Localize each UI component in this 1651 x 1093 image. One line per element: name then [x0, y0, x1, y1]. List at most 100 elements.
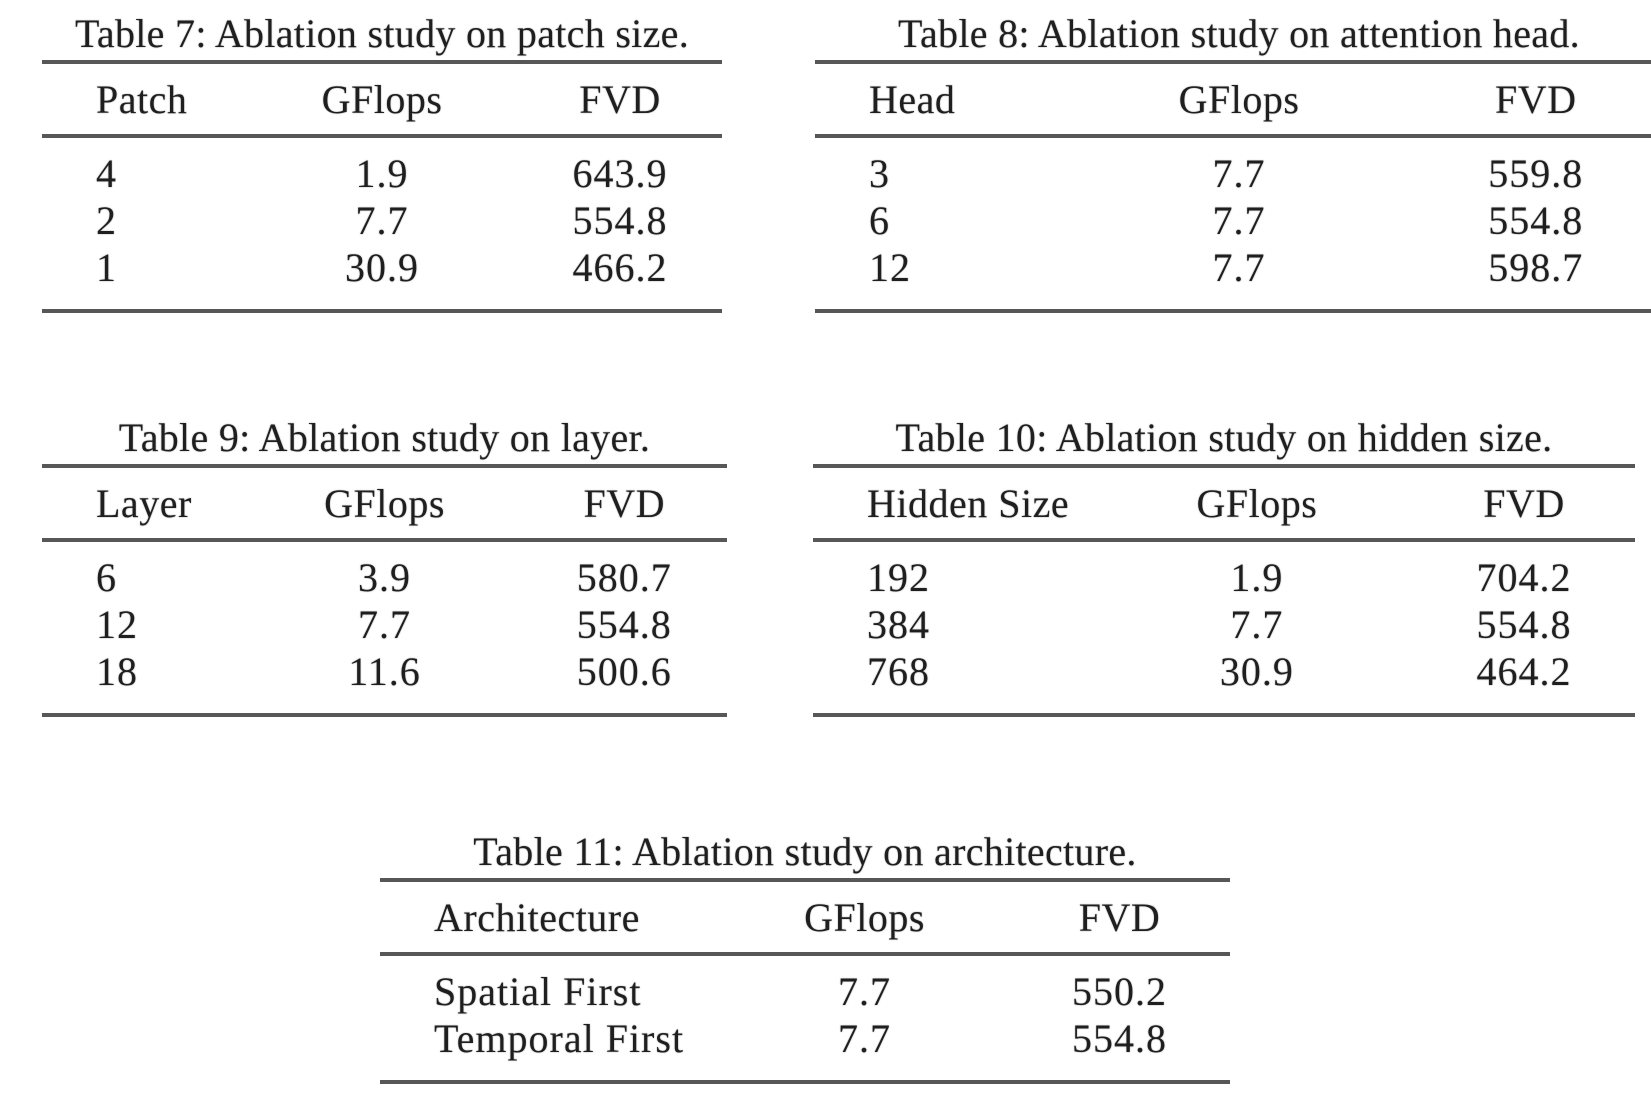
table-cell: 7.7: [838, 1016, 891, 1061]
table-cell: 554.8: [576, 602, 672, 647]
column-header: Layer: [96, 480, 192, 526]
table-10-hidden-size: Table 10: Ablation study on hidden size.…: [813, 412, 1635, 717]
table-rule-mid: [813, 538, 1635, 542]
table-11-architecture: Table 11: Ablation study on architecture…: [380, 826, 1230, 1084]
table-rule-mid: [42, 538, 727, 542]
table-caption: Table 9: Ablation study on layer.: [118, 415, 651, 460]
table-cell: 500.6: [576, 649, 672, 694]
table-rule-bottom: [380, 1080, 1230, 1084]
table-rule-mid: [42, 134, 722, 138]
table-row: Spatial First 7.7 550.2: [380, 968, 1230, 1015]
column-header: FVD: [1483, 480, 1565, 526]
column-header: FVD: [1078, 894, 1161, 940]
column-header: GFlops: [324, 480, 445, 526]
table-cell: 1: [96, 245, 117, 290]
table-cell: 554.8: [1476, 602, 1572, 647]
table-cell: 7.7: [355, 198, 409, 243]
column-header: GFlops: [321, 76, 443, 122]
table-cell: 464.2: [1476, 649, 1572, 694]
table-cell: 554.8: [572, 198, 668, 243]
header-row: Head GFlops FVD: [815, 64, 1651, 134]
table-row: 768 30.9 464.2: [813, 648, 1635, 695]
table-rule-mid: [380, 952, 1230, 956]
table-rule-bottom: [42, 713, 727, 717]
table-rule-top: [815, 60, 1651, 64]
table-cell: 3.9: [358, 555, 411, 600]
table-rule-bottom: [813, 713, 1635, 717]
table-cell: 6: [96, 555, 117, 600]
table-row: 4 1.9 643.9: [42, 150, 722, 197]
table-row: 6 3.9 580.7: [42, 554, 727, 601]
table-cell: 559.8: [1488, 151, 1584, 196]
table-cell: 7.7: [1212, 151, 1266, 196]
table-cell: 554.8: [1072, 1016, 1167, 1061]
table-row: Temporal First 7.7 554.8: [380, 1015, 1230, 1062]
column-header: FVD: [1495, 76, 1577, 122]
table-cell: 704.2: [1476, 555, 1572, 600]
table-row: 3 7.7 559.8: [815, 150, 1651, 197]
table-cell: 7.7: [1212, 245, 1266, 290]
table-cell: 30.9: [345, 245, 419, 290]
column-header: FVD: [583, 480, 666, 526]
column-header: FVD: [579, 76, 661, 122]
table-row: 2 7.7 554.8: [42, 197, 722, 244]
table-cell: 30.9: [1219, 649, 1294, 694]
table-rule-top: [42, 464, 727, 468]
table-cell: 1.9: [355, 151, 409, 196]
table-cell: 1.9: [1230, 555, 1284, 600]
table-8-attention-head: Table 8: Ablation study on attention hea…: [815, 8, 1651, 313]
table-cell: 7.7: [838, 969, 891, 1014]
column-header: Architecture: [434, 894, 640, 940]
column-header: GFlops: [804, 894, 925, 940]
table-row: 192 1.9 704.2: [813, 554, 1635, 601]
table-7-patch-size: Table 7: Ablation study on patch size. P…: [42, 8, 722, 313]
table-row: 12 7.7 598.7: [815, 244, 1651, 291]
table-row: 6 7.7 554.8: [815, 197, 1651, 244]
table-cell: 554.8: [1488, 198, 1584, 243]
table-cell: Spatial First: [434, 969, 642, 1014]
table-cell: 580.7: [576, 555, 672, 600]
table-rule-bottom: [42, 309, 722, 313]
header-row: Architecture GFlops FVD: [380, 882, 1230, 952]
column-header: GFlops: [1178, 76, 1300, 122]
table-9-layer: Table 9: Ablation study on layer. Layer …: [42, 412, 727, 717]
table-rule-mid: [815, 134, 1651, 138]
table-row: 384 7.7 554.8: [813, 601, 1635, 648]
table-cell: 18: [96, 649, 138, 694]
table-cell: 6: [869, 198, 890, 243]
header-row: Hidden Size GFlops FVD: [813, 468, 1635, 538]
table-cell: 2: [96, 198, 117, 243]
table-row: 12 7.7 554.8: [42, 601, 727, 648]
table-cell: 7.7: [1212, 198, 1266, 243]
column-header: Head: [869, 76, 956, 122]
table-caption: Table 7: Ablation study on patch size.: [74, 11, 690, 56]
table-cell: 643.9: [572, 151, 668, 196]
table-cell: 12: [96, 602, 138, 647]
table-row: 1 30.9 466.2: [42, 244, 722, 291]
table-rule-top: [42, 60, 722, 64]
table-cell: 384: [867, 602, 930, 647]
table-cell: 466.2: [572, 245, 668, 290]
table-cell: 12: [869, 245, 911, 290]
table-cell: 4: [96, 151, 117, 196]
table-cell: 192: [867, 555, 930, 600]
table-cell: 7.7: [1230, 602, 1284, 647]
table-caption: Table 11: Ablation study on architecture…: [473, 829, 1137, 874]
table-rule-top: [380, 878, 1230, 882]
table-cell: 550.2: [1072, 969, 1167, 1014]
header-row: Patch GFlops FVD: [42, 64, 722, 134]
table-cell: 11.6: [348, 649, 421, 694]
header-row: Layer GFlops FVD: [42, 468, 727, 538]
table-row: 18 11.6 500.6: [42, 648, 727, 695]
table-rule-top: [813, 464, 1635, 468]
column-header: Patch: [96, 76, 188, 122]
column-header: GFlops: [1196, 480, 1318, 526]
table-caption: Table 10: Ablation study on hidden size.: [895, 415, 1553, 460]
table-cell: 7.7: [358, 602, 411, 647]
table-cell: Temporal First: [434, 1016, 685, 1061]
column-header: Hidden Size: [867, 480, 1070, 526]
table-cell: 768: [867, 649, 930, 694]
table-rule-bottom: [815, 309, 1651, 313]
table-cell: 598.7: [1488, 245, 1584, 290]
